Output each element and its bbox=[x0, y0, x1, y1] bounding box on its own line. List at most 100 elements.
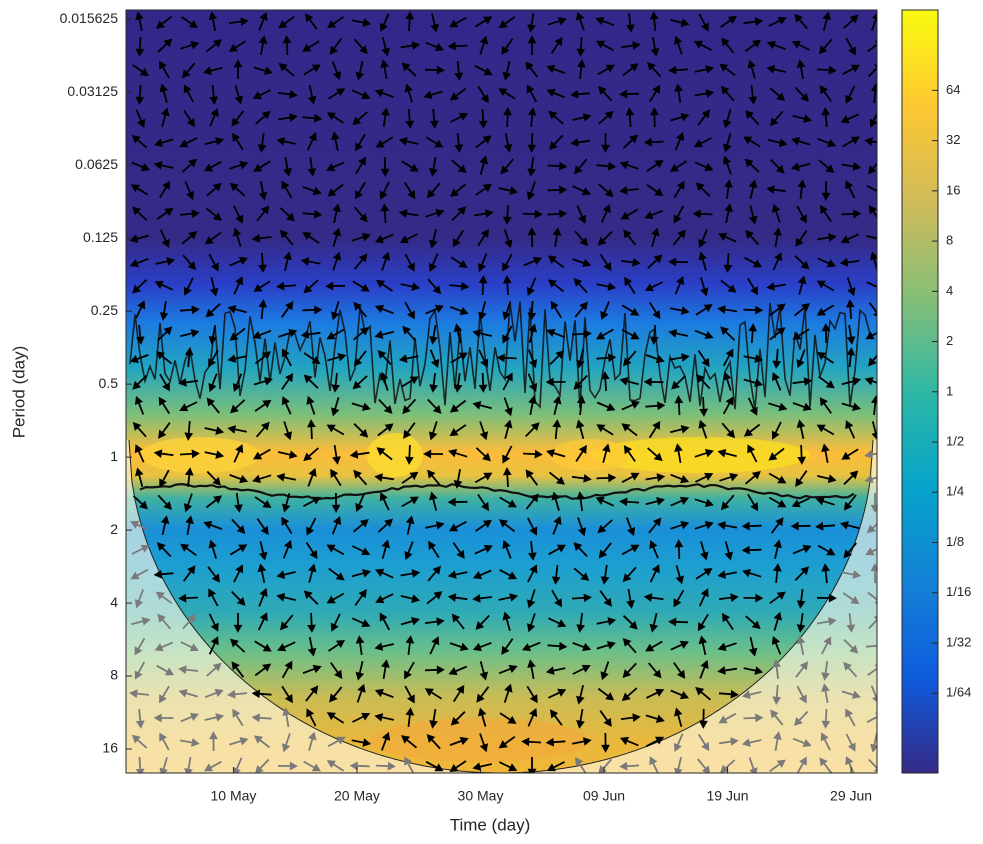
phase-arrow bbox=[794, 710, 809, 726]
phase-arrow bbox=[619, 497, 640, 507]
phase-arrow bbox=[766, 40, 786, 51]
phase-arrow bbox=[132, 374, 148, 390]
phase-arrow bbox=[181, 62, 196, 79]
phase-arrow bbox=[620, 208, 639, 220]
phase-arrow bbox=[159, 732, 170, 751]
phase-arrow bbox=[867, 40, 877, 53]
phase-arrow bbox=[449, 281, 470, 291]
phase-arrow bbox=[131, 544, 150, 555]
phase-arrow bbox=[648, 662, 662, 679]
phase-arrow bbox=[620, 713, 641, 723]
phase-arrow bbox=[479, 35, 489, 55]
phase-arrow bbox=[816, 280, 835, 292]
phase-arrow bbox=[424, 65, 445, 75]
phase-arrow bbox=[329, 38, 342, 55]
phase-arrow bbox=[867, 591, 877, 604]
phase-arrow bbox=[278, 328, 298, 338]
phase-arrow bbox=[326, 328, 345, 340]
phase-arrow bbox=[155, 351, 173, 365]
phase-arrow bbox=[477, 228, 489, 247]
phase-arrow bbox=[159, 300, 169, 321]
phase-arrow bbox=[251, 689, 272, 699]
y-axis-label: Period (day) bbox=[9, 346, 28, 439]
phase-arrow bbox=[695, 568, 713, 580]
phase-arrow bbox=[404, 301, 415, 320]
phase-arrow bbox=[454, 132, 464, 153]
phase-arrow bbox=[791, 40, 810, 51]
phase-arrow bbox=[401, 471, 419, 484]
phase-arrow bbox=[674, 395, 684, 416]
phase-arrow bbox=[719, 759, 736, 773]
phase-arrow bbox=[355, 635, 365, 656]
phase-arrow bbox=[772, 252, 783, 271]
phase-arrow bbox=[154, 138, 174, 147]
phase-arrow bbox=[552, 227, 562, 248]
phase-arrow bbox=[545, 737, 566, 747]
phase-arrow bbox=[178, 593, 199, 603]
phase-arrow bbox=[130, 184, 149, 196]
phase-arrow bbox=[839, 257, 860, 267]
phase-arrow bbox=[179, 209, 200, 219]
phase-arrow bbox=[478, 108, 488, 129]
phase-arrow bbox=[377, 350, 392, 366]
phase-arrow bbox=[277, 761, 298, 771]
phase-arrow bbox=[766, 185, 787, 194]
x-tick-label: 19 Jun bbox=[707, 788, 749, 804]
phase-arrow bbox=[673, 707, 683, 727]
phase-arrow bbox=[547, 161, 568, 171]
phase-arrow bbox=[816, 474, 837, 483]
phase-arrow bbox=[772, 348, 782, 369]
phase-arrow bbox=[546, 448, 566, 458]
phase-arrow bbox=[622, 662, 637, 678]
phase-arrow bbox=[376, 447, 393, 461]
phase-arrow bbox=[722, 396, 734, 415]
phase-arrow bbox=[500, 158, 514, 175]
phase-arrow bbox=[185, 515, 194, 535]
phase-arrow bbox=[209, 731, 218, 752]
phase-arrow bbox=[841, 690, 861, 699]
phase-arrow bbox=[845, 756, 855, 773]
phase-arrow bbox=[251, 233, 272, 243]
phase-arrow bbox=[577, 517, 587, 537]
phase-arrow bbox=[521, 737, 542, 747]
phase-arrow bbox=[646, 184, 664, 197]
phase-arrow bbox=[331, 372, 341, 393]
phase-arrow bbox=[748, 205, 758, 225]
phase-arrow bbox=[135, 756, 145, 773]
phase-arrow bbox=[503, 107, 512, 128]
phase-arrow bbox=[400, 569, 421, 578]
phase-arrow bbox=[648, 517, 662, 534]
phase-arrow bbox=[698, 251, 707, 271]
phase-arrow bbox=[596, 424, 614, 436]
phase-arrow bbox=[351, 89, 371, 100]
phase-arrow bbox=[205, 495, 223, 509]
phase-arrow bbox=[374, 473, 395, 482]
phase-arrow bbox=[353, 206, 368, 223]
phase-arrow bbox=[816, 593, 837, 603]
phase-arrow bbox=[724, 179, 733, 200]
phase-arrow bbox=[303, 279, 319, 294]
phase-arrow bbox=[306, 395, 316, 415]
phase-arrow bbox=[644, 281, 663, 292]
phase-arrow bbox=[576, 491, 586, 512]
colorbar-tick-label: 1/8 bbox=[946, 534, 964, 549]
phase-arrow bbox=[865, 235, 877, 243]
phase-arrow bbox=[184, 347, 194, 368]
phase-arrow bbox=[499, 496, 517, 508]
phase-arrow bbox=[623, 445, 636, 462]
phase-arrow bbox=[472, 641, 492, 652]
phase-arrow bbox=[723, 252, 733, 273]
phase-arrow bbox=[184, 181, 195, 201]
phase-arrow bbox=[449, 305, 469, 316]
phase-arrow bbox=[816, 617, 837, 626]
phase-arrow bbox=[818, 159, 835, 174]
phase-arrow bbox=[576, 612, 586, 633]
phase-arrow bbox=[398, 209, 419, 218]
phase-arrow bbox=[546, 328, 566, 339]
phase-arrow bbox=[651, 227, 660, 247]
colorbar-tick-label: 8 bbox=[946, 233, 953, 248]
phase-arrow bbox=[670, 640, 689, 651]
phase-arrow bbox=[773, 227, 782, 248]
phase-arrow bbox=[668, 617, 689, 627]
phase-arrow bbox=[770, 158, 785, 174]
